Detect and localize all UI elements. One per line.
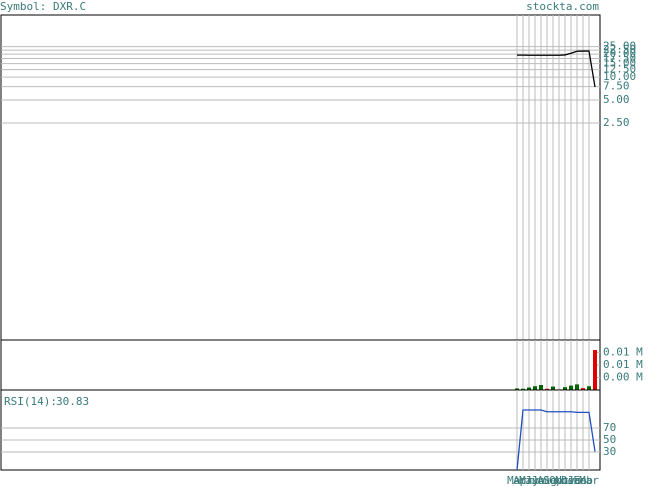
y-tick-label: 2.50 [603, 116, 630, 129]
y-tick-label: 70 [603, 421, 616, 434]
volume-bar [551, 386, 555, 390]
x-tick-label: Jul [531, 474, 551, 486]
x-tick-label: Dec [561, 474, 581, 486]
volume-bar [563, 387, 567, 390]
volume-bar [587, 386, 591, 390]
y-tick-label: 50 [603, 433, 616, 446]
volume-bar [521, 388, 525, 390]
price-line [517, 50, 596, 88]
y-tick-label: 15.00 [603, 57, 636, 70]
x-tick-label: Nov [555, 474, 575, 486]
y-tick-label: 12.50 [603, 63, 636, 76]
price-line [516, 409, 596, 471]
y-tick-label: 7.50 [603, 80, 630, 93]
x-tick-label: Jan [567, 474, 587, 486]
y-tick-label: 30 [603, 445, 616, 458]
panel-frame [0, 389, 601, 471]
y-tick-label: 5.00 [603, 93, 630, 106]
site-label: stockta.com [526, 0, 599, 13]
y-tick-label: 17.50 [603, 52, 636, 65]
volume-bar [545, 388, 549, 390]
volume-bar [533, 386, 537, 390]
volume-bar [515, 388, 519, 390]
y-tick-label: 10.00 [603, 70, 636, 83]
volume-bar [575, 384, 579, 390]
x-tick-label: Mar [507, 474, 527, 486]
y-tick-label: 22.50 [603, 43, 636, 56]
symbol-label: Symbol: DXR.C [0, 0, 86, 13]
panel-frame [0, 339, 601, 391]
x-tick-label: May [519, 474, 539, 486]
y-tick-label: 25.00 [603, 40, 636, 53]
x-tick-label: Feb [573, 474, 593, 486]
panel-title: RSI(14): [4, 395, 57, 408]
y-tick-label: 0.01 M [603, 358, 643, 371]
volume-bar [593, 350, 597, 390]
x-tick-label: Apr [513, 474, 533, 486]
x-tick-label: Jun [525, 474, 545, 486]
volume-bar [581, 388, 585, 390]
volume-bar [569, 385, 573, 390]
x-tick-label: Mar [579, 474, 599, 486]
last-value: 30.83 [56, 395, 89, 408]
y-tick-label: 0.01 M [603, 346, 643, 359]
x-tick-label: Sep [543, 474, 563, 486]
y-tick-label: 20.00 [603, 47, 636, 60]
volume-bar [539, 385, 543, 390]
y-tick-label: 0.00 M [603, 371, 643, 384]
x-tick-label: Oct [549, 474, 569, 486]
x-tick-label: Aug [537, 474, 557, 486]
volume-bar [527, 387, 531, 390]
